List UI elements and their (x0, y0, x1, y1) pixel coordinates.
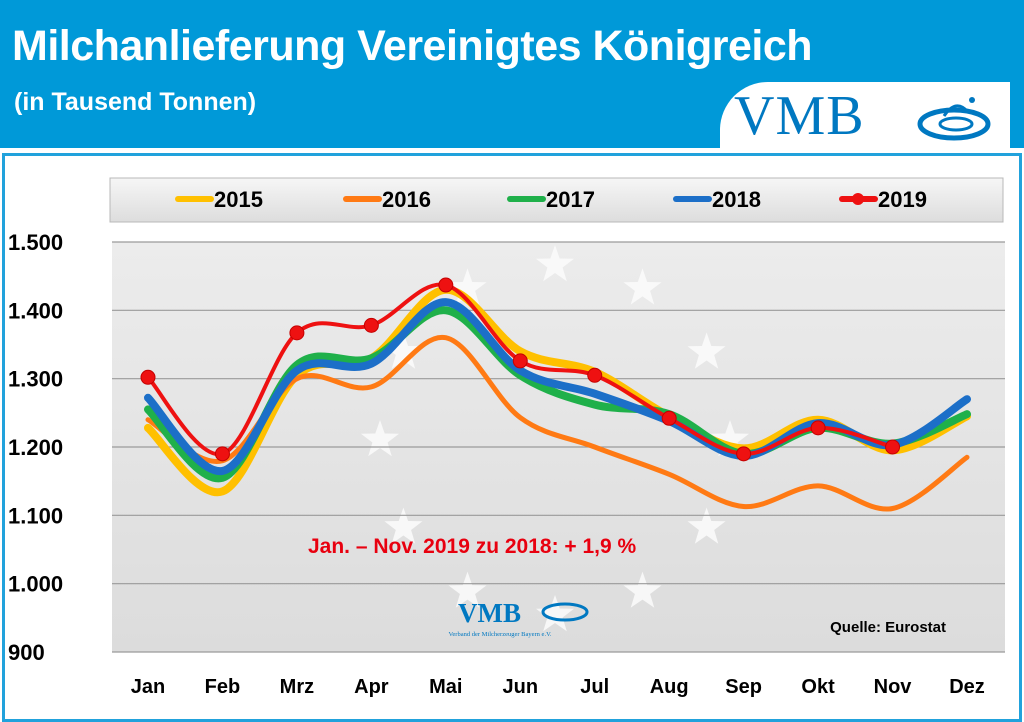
page-subtitle: (in Tausend Tonnen) (14, 88, 257, 116)
y-axis-ticks: 1.500 1.400 1.300 1.200 1.100 1.000 900 (8, 230, 63, 665)
eu-star (623, 268, 662, 305)
watermark-text: VMB (458, 598, 521, 628)
legend-label-2015: 2015 (214, 187, 263, 212)
legend: 2015 2016 2017 2018 2019 (109, 177, 1004, 223)
data-point-2019 (810, 420, 826, 436)
eu-star (361, 420, 399, 457)
eu-stars-decoration (361, 245, 749, 632)
x-tick-label: Sep (725, 676, 762, 698)
legend-label-2018: 2018 (712, 187, 761, 212)
eu-star (448, 571, 487, 608)
y-tick-label: 900 (8, 640, 45, 665)
data-point-2019 (512, 353, 528, 369)
data-point-2019 (661, 410, 677, 426)
data-point-2019 (363, 317, 379, 333)
y-tick-label: 1.500 (8, 230, 63, 255)
x-tick-label: Mrz (280, 676, 314, 698)
watermark-logo: VMB Verband der Milcherzeuger Bayern e.V… (448, 598, 589, 638)
series-lines (140, 277, 971, 512)
x-tick-label: Mai (429, 676, 462, 698)
eu-star (384, 507, 423, 544)
brand-swirl-icon (917, 97, 991, 141)
data-point-2019 (289, 325, 305, 341)
data-point-2019 (736, 446, 752, 462)
legend-label-2019: 2019 (878, 187, 927, 212)
watermark-caption: Verband der Milcherzeuger Bayern e.V. (448, 631, 551, 638)
y-tick-label: 1.000 (8, 572, 63, 597)
y-tick-label: 1.100 (8, 503, 63, 528)
legend-label-2017: 2017 (546, 187, 595, 212)
brand-logo-text: VMB (734, 85, 865, 147)
y-tick-label: 1.300 (8, 367, 63, 392)
comparison-annotation: Jan. – Nov. 2019 zu 2018: + 1,9 % (308, 535, 637, 558)
data-point-2019 (214, 446, 230, 462)
eu-star (687, 332, 726, 369)
x-axis-ticks: Jan Feb Mrz Apr Mai Jun Jul Aug Sep Okt Nov Dez (131, 676, 985, 698)
x-tick-label: Jan (131, 676, 165, 698)
gridlines (112, 241, 1005, 653)
x-tick-label: Apr (354, 676, 389, 698)
x-tick-label: Jul (580, 676, 609, 698)
x-tick-label: Aug (650, 676, 689, 698)
data-point-2019 (438, 277, 454, 293)
x-tick-label: Nov (874, 676, 913, 698)
legend-label-2016: 2016 (382, 187, 431, 212)
y-tick-label: 1.400 (8, 298, 63, 323)
eu-star (536, 245, 574, 282)
data-point-2019 (587, 367, 603, 383)
x-tick-label: Dez (949, 676, 985, 698)
watermark-swirl-icon (541, 602, 589, 622)
eu-star (536, 595, 574, 632)
header-banner: Milchanlieferung Vereinigtes Königreich … (0, 0, 1024, 148)
eu-star (448, 268, 487, 305)
y-tick-label: 1.200 (8, 435, 63, 460)
data-point-2019 (140, 369, 156, 385)
eu-star (623, 571, 662, 608)
x-tick-label: Okt (801, 676, 835, 698)
brand-box: VMB (720, 82, 1010, 148)
eu-star (687, 507, 726, 544)
series-line-2019 (146, 282, 895, 457)
page-title: Milchanlieferung Vereinigtes Königreich (12, 22, 813, 70)
legend-marker-2019 (852, 193, 864, 205)
eu-star (384, 332, 423, 369)
x-tick-label: Feb (205, 676, 241, 698)
source-label: Quelle: Eurostat (830, 619, 946, 636)
x-tick-label: Jun (502, 676, 538, 698)
data-point-2019 (885, 439, 901, 455)
eu-star (711, 420, 749, 457)
